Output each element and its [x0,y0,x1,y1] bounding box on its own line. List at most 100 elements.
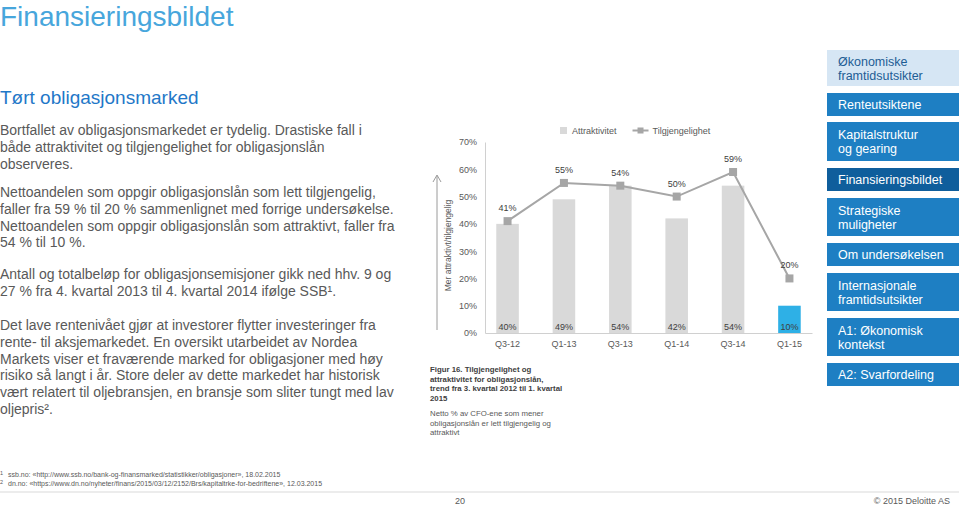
nav-label[interactable]: Økonomiske [838,55,908,69]
nav-label[interactable]: kontekst [838,338,885,352]
bar [722,186,745,333]
y-tick-label: 50% [459,192,477,202]
y-tick: 50% [459,192,485,202]
body-text: oljepris². [0,401,53,417]
nav-label[interactable]: Strategiske [838,204,901,218]
bar-label: 10% [780,322,798,332]
legend: AttraktivitetTilgjengelighet [560,126,711,136]
bar [665,218,688,333]
nav-box[interactable] [827,50,959,86]
x-tick-label: Q3-12 [495,339,520,349]
body-text: 54 % til 10 %. [0,234,86,250]
legend-key-marker [638,128,644,134]
nav-item[interactable]: Økonomiskeframtidsutsikter [827,50,959,86]
nav-box[interactable] [827,363,959,386]
nav-label[interactable]: Kapitalstruktur [838,128,918,142]
nav-box[interactable] [827,198,959,236]
line-label: 20% [780,260,798,270]
figure-note: attraktivt [430,428,460,437]
nav-label[interactable]: A1: Økonomisk [838,324,924,338]
bar [553,199,576,333]
y-tick-label: 60% [459,165,477,175]
line-label: 54% [611,168,629,178]
nav-label[interactable]: muligheter [838,218,896,232]
nav-item[interactable]: Kapitalstrukturog gearing [827,122,959,161]
nav-item[interactable]: Renteutsiktene [827,93,959,116]
chart: 0%10%20%30%40%50%60%70%Mer attraktivt/ti… [433,126,813,349]
line-marker [785,274,793,282]
line-marker [504,217,512,225]
line-marker [673,193,681,201]
bar-label: 54% [724,322,742,332]
y-tick: 40% [459,219,485,229]
y-tick-label: 70% [459,137,477,147]
x-axis-line [486,333,813,334]
y-tick-label: 30% [459,247,477,257]
bar [609,186,632,333]
nav-box[interactable] [827,122,959,161]
nav-item[interactable]: A2: Svarfordeling [827,363,959,386]
page-number: 20 [455,496,465,506]
figure-caption: attraktivitet for obligasjonslån, [430,375,544,384]
line-label: 59% [724,154,742,164]
body-text: Nettoandelen som oppgir obligasjonslån s… [0,218,395,234]
body-text: rente- til aksjemarkedet. En oversikt ut… [0,334,357,350]
nav-label[interactable]: Internasjonale [838,279,917,293]
legend-key [560,127,567,134]
slide: FinansieringsbildetTørt obligasjonsmarke… [0,0,959,507]
nav-box[interactable] [827,318,959,356]
line-label: 55% [555,165,573,175]
footnote-mark: 2 [0,479,3,485]
bar-label: 49% [555,322,573,332]
line [508,172,790,278]
footnote: dn.no: «https://www.dn.no/nyheter/finans… [8,480,322,488]
nav-label[interactable]: A2: Svarfordeling [838,368,934,382]
nav-item[interactable]: A1: Økonomiskkontekst [827,318,959,356]
body-text: vært relatert til oljebransjen, en brans… [0,384,394,400]
x-tick: Q1-15 [777,333,802,349]
data-labels: 40%49%54%42%54%10%41%55%54%50%59%20% [499,154,799,332]
decor-arrow [433,175,441,330]
legend-item: Tilgjengelighet [633,126,711,136]
body-text: 27 % fra 4. kvartal 2013 til 4. kvartal … [0,283,336,299]
figure-note: Netto % av CFO-ene som mener [430,409,544,418]
nav-box[interactable] [827,273,959,311]
nav-label[interactable]: Om undersøkelsen [838,248,944,262]
nav-item[interactable]: Finansieringsbildet [827,168,959,191]
y-tick-label: 0% [464,328,477,338]
y-tick: 20% [459,274,485,284]
figure-caption: trend fra 3. kvartal 2012 til 1. kvartal [430,384,562,393]
nav-label[interactable]: Finansieringsbildet [838,173,943,187]
line-label: 50% [668,179,686,189]
x-tick: Q3-13 [608,333,633,349]
y-tick: 70% [459,137,485,147]
nav-label[interactable]: framtidsutsikter [838,293,923,307]
x-tick: Q3-12 [495,333,520,349]
footer-rule [0,492,959,493]
x-tick-label: Q3-13 [608,339,633,349]
nav-label[interactable]: Renteutsiktene [838,98,921,112]
nav-box[interactable] [827,168,959,191]
nav-label[interactable]: framtidsutsikter [838,69,923,83]
y-axis: 0% 10% 20% 30% 40% 50% 60% 70% [459,137,486,338]
line-marker [729,168,737,176]
plot-area [496,168,800,333]
nav-item[interactable]: Internasjonaleframtidsutsikter [827,273,959,311]
x-axis: Q3-12 Q1-13 Q3-13 Q1-14 Q3-14 Q1-15 [486,333,813,349]
nav-item[interactable]: Om undersøkelsen [827,243,959,266]
nav-item[interactable]: Strategiskemuligheter [827,198,959,236]
nav-box[interactable] [827,93,959,116]
x-tick: Q1-14 [664,333,689,349]
body-text: Markets viser et fraværende marked for o… [0,351,383,367]
bar-label: 54% [611,322,629,332]
nav-box[interactable] [827,243,959,266]
figure-caption: 2015 [430,394,448,403]
figure-caption: Figur 16. Tilgjengelighet og [430,365,531,374]
y-tick-label: 40% [459,219,477,229]
nav-label[interactable]: og gearing [838,142,897,156]
bar [496,224,519,333]
y-tick: 10% [459,301,485,311]
x-tick: Q1-13 [551,333,576,349]
body-text: faller fra 59 % til 20 % sammenlignet me… [0,201,394,217]
x-tick-label: Q3-14 [721,339,746,349]
